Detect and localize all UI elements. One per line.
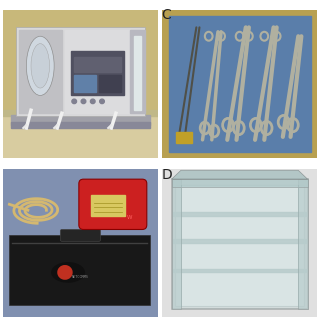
Bar	[65, 30, 142, 113]
Circle shape	[91, 99, 95, 104]
Bar	[173, 212, 306, 216]
Bar	[298, 179, 308, 309]
Bar	[11, 122, 150, 128]
Text: C: C	[162, 8, 171, 22]
FancyBboxPatch shape	[60, 229, 100, 241]
Bar	[173, 269, 306, 272]
Bar	[172, 179, 181, 309]
Bar	[19, 30, 62, 113]
Ellipse shape	[31, 44, 50, 88]
Circle shape	[81, 99, 86, 104]
FancyBboxPatch shape	[79, 179, 147, 229]
FancyBboxPatch shape	[16, 28, 145, 116]
Text: NETCOMMS: NETCOMMS	[72, 275, 89, 279]
Bar	[172, 179, 308, 309]
Polygon shape	[9, 236, 150, 305]
Bar	[130, 30, 145, 113]
Bar	[71, 51, 124, 95]
Bar	[184, 132, 192, 143]
Bar	[91, 196, 125, 216]
Bar	[3, 113, 157, 158]
Bar	[99, 75, 121, 92]
Circle shape	[100, 99, 104, 104]
Bar	[3, 110, 157, 116]
Polygon shape	[172, 170, 308, 179]
Bar	[172, 179, 308, 187]
Bar	[176, 132, 184, 143]
Text: W: W	[127, 215, 132, 220]
Text: D: D	[162, 168, 172, 182]
Bar	[134, 36, 140, 110]
Bar	[11, 115, 150, 125]
Bar	[74, 75, 96, 92]
Wedge shape	[57, 265, 73, 280]
Bar	[175, 185, 304, 307]
Bar	[173, 239, 306, 243]
Ellipse shape	[51, 262, 85, 283]
Circle shape	[72, 99, 76, 104]
Ellipse shape	[26, 36, 54, 95]
Bar	[74, 57, 121, 72]
